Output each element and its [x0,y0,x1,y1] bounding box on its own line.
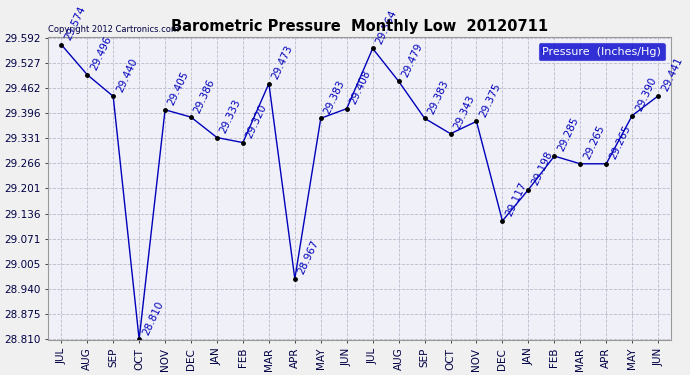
Title: Barometric Pressure  Monthly Low  20120711: Barometric Pressure Monthly Low 20120711 [171,20,549,34]
Text: 29.574: 29.574 [63,4,87,42]
Text: 29.375: 29.375 [478,81,502,118]
Text: 29.285: 29.285 [555,116,580,153]
Text: Copyright 2012 Cartronics.com: Copyright 2012 Cartronics.com [48,25,179,34]
Text: 29.383: 29.383 [426,78,451,116]
Text: 29.564: 29.564 [374,8,399,46]
Text: 29.408: 29.408 [348,69,373,106]
Text: 29.386: 29.386 [193,77,217,114]
Legend: Pressure  (Inches/Hg): Pressure (Inches/Hg) [538,42,666,62]
Text: 28.967: 28.967 [296,238,321,276]
Text: 29.265: 29.265 [608,124,632,161]
Text: 29.473: 29.473 [270,44,295,81]
Text: 29.405: 29.405 [166,70,191,107]
Text: 29.343: 29.343 [452,94,476,131]
Text: 29.440: 29.440 [115,56,139,93]
Text: 29.479: 29.479 [400,41,424,78]
Text: 29.441: 29.441 [660,56,684,93]
Text: 29.265: 29.265 [582,124,606,161]
Text: 29.320: 29.320 [244,103,268,140]
Text: 29.390: 29.390 [633,76,658,113]
Text: 29.496: 29.496 [88,34,113,72]
Text: 29.383: 29.383 [322,78,346,116]
Text: 29.333: 29.333 [218,98,243,135]
Text: 28.810: 28.810 [141,299,165,336]
Text: 29.198: 29.198 [530,150,554,187]
Text: 29.117: 29.117 [504,181,529,218]
